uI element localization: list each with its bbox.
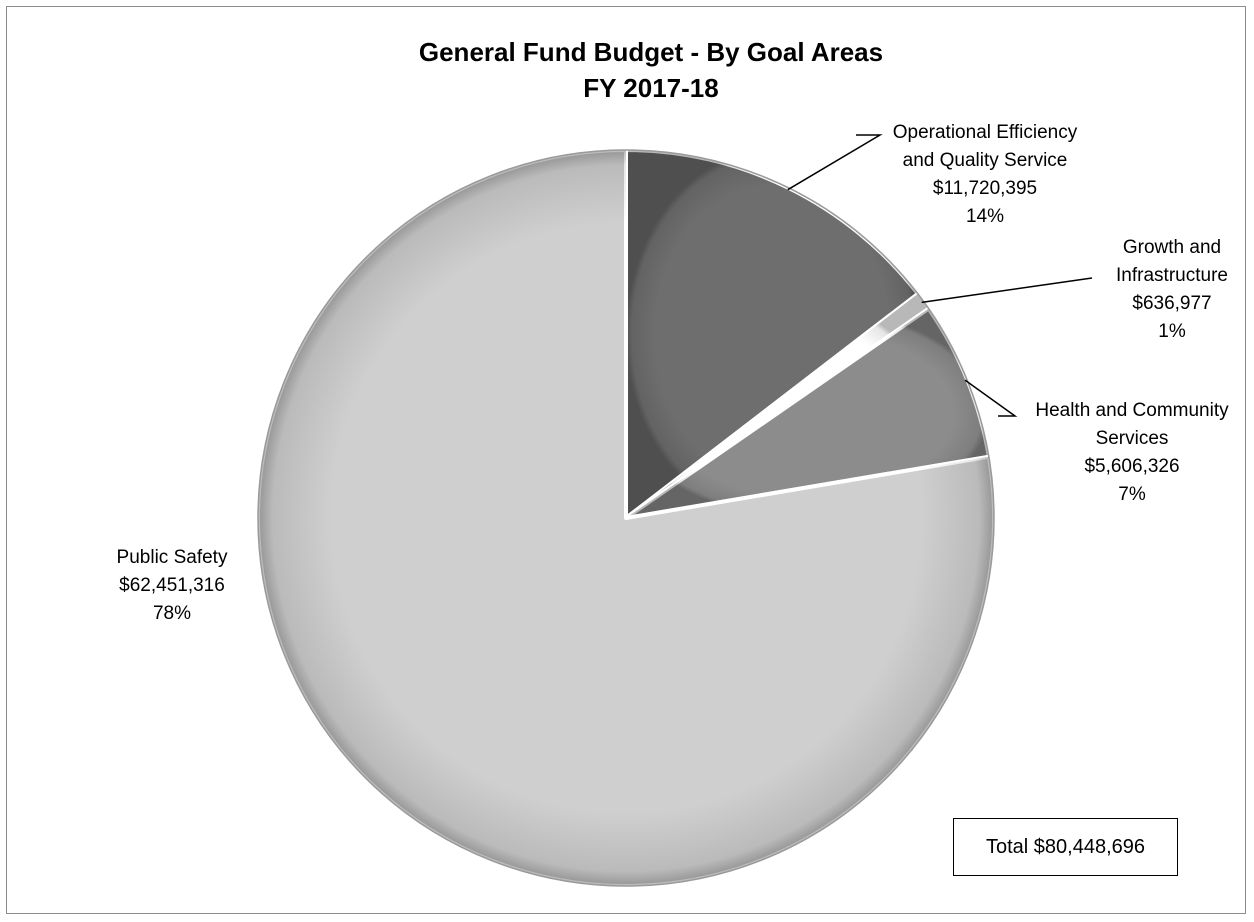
pie-slice-shading (626, 293, 929, 518)
slice-label-operational-efficiency: Operational Efficiency (893, 122, 1078, 143)
total-box: Total $80,448,696 (953, 818, 1178, 876)
slice-label-growth-infrastructure: Infrastructure (1116, 265, 1228, 286)
pie-slice-shading (626, 308, 989, 518)
slice-label-operational-efficiency: and Quality Service (903, 150, 1068, 171)
slice-label-public-safety: $62,451,316 (119, 575, 225, 596)
chart-subtitle: FY 2017-18 (583, 73, 718, 103)
leader-line-operational-efficiency (787, 134, 883, 191)
leader-line-growth-infrastructure (921, 277, 1093, 304)
slice-label-health-community: Health and Community (1035, 400, 1229, 421)
slice-label-health-community: $5,606,326 (1084, 456, 1179, 477)
pie-slice-shading (626, 150, 918, 518)
slice-label-operational-efficiency: 14% (966, 206, 1004, 227)
slice-label-growth-infrastructure: Growth and (1123, 237, 1221, 258)
slice-label-public-safety: Public Safety (117, 547, 228, 568)
chart-title: General Fund Budget - By Goal Areas (419, 37, 883, 67)
slice-labels: Operational Efficiency and Quality Servic… (117, 122, 1230, 624)
slice-label-growth-infrastructure: 1% (1158, 321, 1186, 342)
pie-slices (256, 148, 996, 888)
slice-label-operational-efficiency: $11,720,395 (933, 178, 1037, 199)
slice-label-growth-infrastructure: $636,977 (1132, 293, 1211, 314)
slice-label-health-community: 7% (1118, 484, 1146, 505)
slice-label-health-community: Services (1096, 428, 1169, 449)
pie-outline (257, 149, 995, 887)
leader-lines (787, 134, 1093, 417)
slice-label-public-safety: 78% (153, 603, 191, 624)
leader-line-health-community (964, 379, 1018, 417)
pie-slice-shading (258, 150, 995, 886)
